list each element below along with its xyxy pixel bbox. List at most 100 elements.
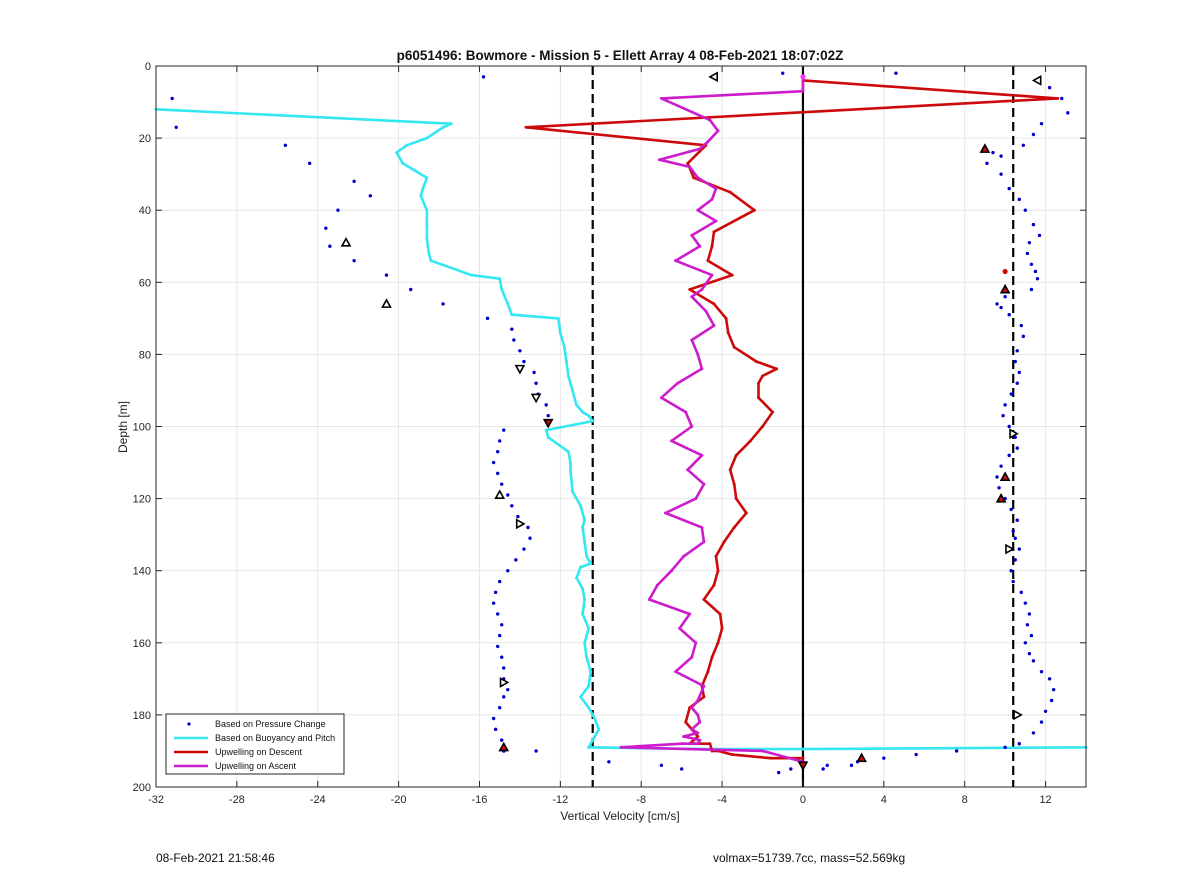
series-point-2 [716,569,720,573]
triangle-marker [856,752,867,763]
series-point-1 [581,525,585,529]
series-point-1 [591,419,595,423]
series-point-2 [686,161,690,165]
pressure-change-point [1047,677,1052,681]
series-point-2 [712,583,716,587]
series-point-1 [510,313,514,317]
series-point-1 [498,277,502,281]
x-tick-label: 0 [800,794,806,806]
series-point-1 [425,136,429,140]
series-point-1 [587,684,591,688]
pressure-change-point [1013,435,1017,440]
series-point-2 [702,695,706,699]
series-point-3 [708,118,712,122]
series-point-2 [684,720,688,724]
pressure-change-point [1003,295,1007,299]
series-point-3 [694,742,698,746]
pressure-change-point [679,767,684,771]
pressure-change-point [502,666,506,670]
series-point-1 [405,143,409,147]
pressure-change-point [491,460,496,465]
y-tick-label: 60 [139,277,151,289]
series-point-1 [583,641,587,645]
pressure-change-point [1027,240,1032,245]
pressure-change-point [1015,349,1019,353]
pressure-change-point [336,208,340,212]
series-point-2 [732,345,736,349]
pressure-change-point [170,96,174,101]
triangle-marker [1009,428,1019,440]
pressure-change-point [495,450,500,454]
x-tick-label: 12 [1039,794,1051,806]
series-point-1 [575,403,579,407]
y-tick-label: 160 [133,638,151,650]
pressure-change-point [1003,745,1007,750]
pressure-change-point [1001,413,1005,418]
series-point-3 [714,219,718,223]
series-point-1 [546,435,550,439]
triangle-marker [999,471,1011,481]
legend-label-ascent: Upwelling on Ascent [215,761,297,771]
pressure-change-point [1015,381,1019,385]
pressure-change-point [607,760,611,764]
pressure-change-point [1021,334,1026,339]
series-point-3 [674,259,678,263]
series-point-1 [429,259,433,263]
triangle-marker [1031,75,1042,86]
series-point-3 [710,273,714,277]
series-point-3 [688,165,692,169]
pressure-change-point [1007,186,1011,191]
series-point-3 [700,288,704,292]
series-point-3 [710,197,714,201]
pressure-change-point [518,349,522,353]
series-point-3 [659,96,663,100]
pressure-change-point [516,514,520,519]
pressure-change-point [1031,222,1036,227]
triangle-marker [708,71,719,83]
series-point-3 [680,742,684,746]
pressure-change-point [1007,313,1011,317]
pressure-change-point [1025,623,1030,627]
series-point-3 [702,482,706,486]
series-point-3 [761,749,765,753]
series-point-2 [732,525,736,529]
pressure-change-point [384,273,389,277]
x-tick-label: -8 [636,794,646,806]
pressure-change-point [1066,111,1070,115]
triangle-marker [340,236,352,247]
series-point-3 [696,208,700,212]
pressure-change-point [1039,669,1044,674]
series-point-1 [593,717,597,721]
pressure-change-point [1013,536,1017,540]
triangle-marker [499,677,510,688]
pressure-change-point [1031,659,1036,663]
pressure-change-point [999,172,1003,176]
pressure-change-point [995,302,999,306]
pressure-change-point [1007,453,1011,458]
pressure-change-point [882,756,886,760]
series-point-3 [690,425,694,428]
pressure-change-point [497,705,502,710]
pressure-change-point [1015,446,1019,450]
pressure-change-point [528,536,532,540]
pressure-change-point [1023,601,1028,605]
series-point-2 [696,735,700,739]
pressure-change-point [352,258,356,263]
y-tick-label: 180 [133,710,151,722]
series-point-2 [730,273,734,277]
pressure-change-point [849,763,854,768]
triangle-marker [797,761,809,772]
pressure-change-point [512,338,516,342]
series-point-3 [670,569,674,573]
pressure-change-point [368,194,373,198]
x-tick-label: -4 [717,794,727,806]
series-point-1 [564,360,568,364]
triangle-marker [530,393,542,404]
pressure-change-point [307,161,312,166]
series-point-1 [568,468,572,472]
series-point-2 [724,316,728,320]
series-point-3 [690,295,694,299]
pressure-change-point [1011,529,1015,533]
series-point-3 [696,352,700,356]
